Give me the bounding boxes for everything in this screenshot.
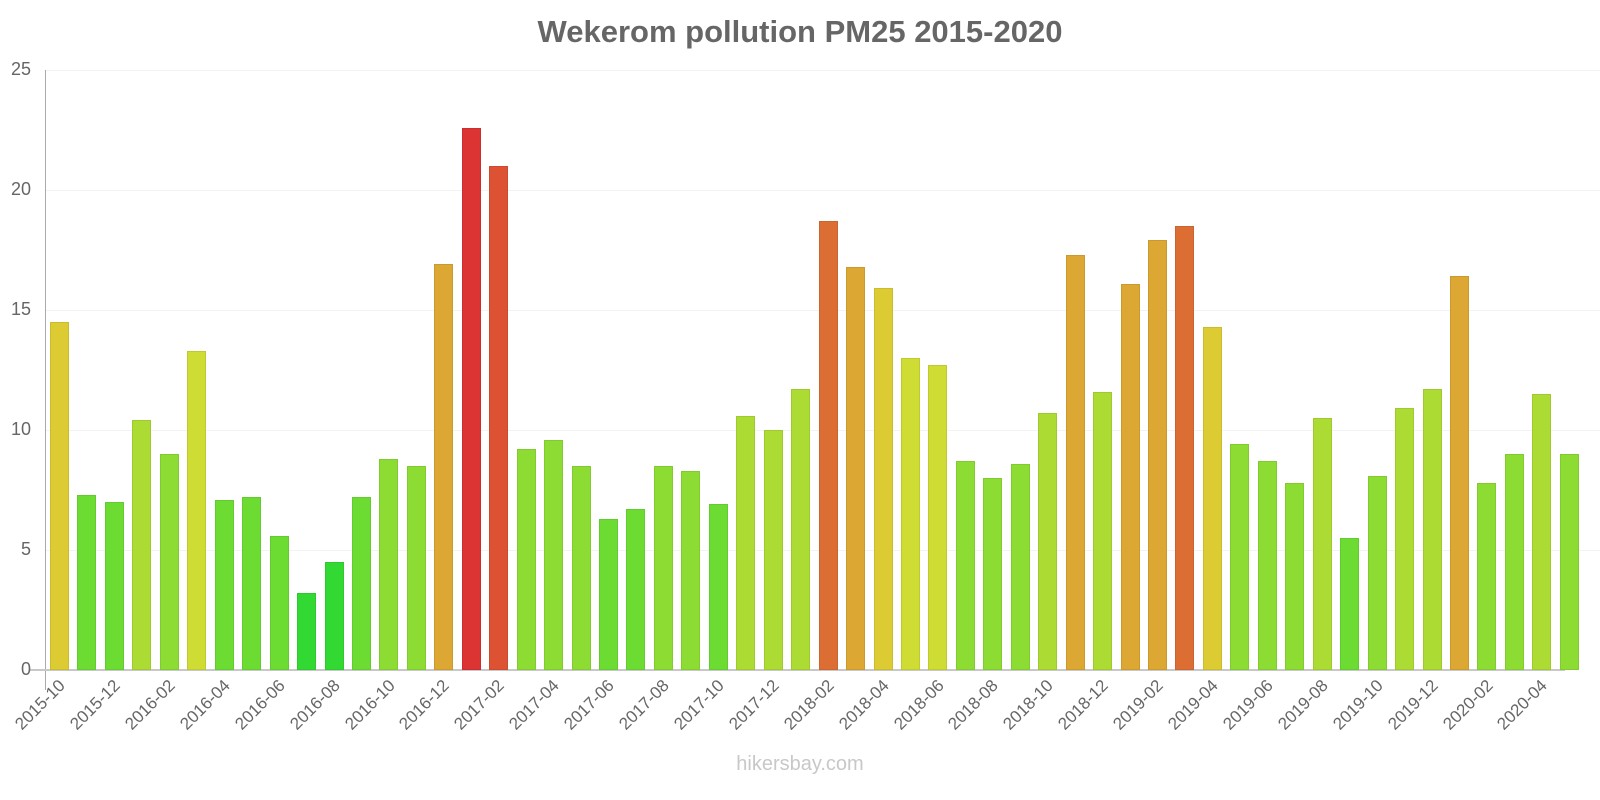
chart-title: Wekerom pollution PM25 2015-2020 — [537, 14, 1063, 49]
bar-2019-03[interactable] — [1175, 226, 1195, 670]
bar-2017-08[interactable] — [653, 466, 673, 670]
x-tick-label: 2019-06 — [1219, 676, 1277, 734]
bar-2017-07[interactable] — [626, 509, 646, 670]
x-tick-label: 2016-08 — [285, 676, 344, 734]
bar-2018-08[interactable] — [983, 478, 1003, 670]
bar-2017-10[interactable] — [708, 504, 728, 670]
x-tick-label: 2017-06 — [560, 676, 618, 734]
x-tick-label: 2018-08 — [944, 676, 1003, 734]
bar-2020-05[interactable] — [1559, 454, 1579, 670]
bar-2016-07[interactable] — [297, 593, 317, 670]
bar-2018-12[interactable] — [1093, 391, 1113, 670]
bar-2018-06[interactable] — [928, 365, 948, 670]
bar-2019-05[interactable] — [1230, 444, 1250, 670]
x-tick-label: 2016-06 — [230, 676, 289, 734]
bar-2016-04[interactable] — [214, 499, 234, 670]
bar-2018-04[interactable] — [873, 288, 893, 670]
bar-2018-02[interactable] — [818, 221, 838, 670]
y-tick-label: 25 — [10, 59, 31, 79]
bar-2017-06[interactable] — [599, 518, 618, 670]
x-tick-label: 2019-10 — [1328, 676, 1387, 734]
bar-2018-03[interactable] — [846, 266, 866, 670]
y-tick-label: 0 — [20, 659, 31, 679]
bar-2017-04[interactable] — [544, 439, 564, 670]
bar-2016-06[interactable] — [269, 535, 289, 670]
bar-2016-05[interactable] — [242, 497, 262, 670]
bar-2015-10[interactable] — [50, 322, 69, 670]
x-tick-label: 2018-12 — [1054, 676, 1113, 734]
x-tick-label: 2017-08 — [615, 676, 673, 734]
x-tick-label: 2015-10 — [11, 676, 69, 734]
x-tick-label: 2018-06 — [889, 676, 948, 734]
bar-2016-11[interactable] — [406, 466, 426, 670]
bar-2018-01[interactable] — [791, 389, 811, 670]
bar-2017-01[interactable] — [461, 127, 481, 670]
x-tick-label: 2017-02 — [450, 676, 509, 734]
x-tick-label: 2019-02 — [1109, 676, 1167, 734]
bar-2019-10[interactable] — [1367, 475, 1387, 670]
bar-2020-02[interactable] — [1477, 482, 1497, 670]
y-tick-label: 5 — [20, 539, 31, 559]
bar-2017-11[interactable] — [736, 415, 756, 670]
watermark: hikersbay.com — [736, 753, 864, 775]
bar-2015-12[interactable] — [104, 502, 124, 670]
bar-2018-11[interactable] — [1065, 254, 1085, 670]
bar-2018-07[interactable] — [955, 461, 975, 670]
bar-2018-10[interactable] — [1038, 413, 1058, 670]
bar-2019-01[interactable] — [1120, 283, 1140, 670]
x-tick-label: 2019-08 — [1274, 676, 1332, 734]
bar-2016-10[interactable] — [379, 458, 399, 670]
x-tick-label: 2020-02 — [1438, 676, 1497, 734]
x-tick-label: 2016-12 — [395, 676, 454, 734]
x-tick-label: 2016-10 — [340, 676, 399, 734]
x-tick-label: 2016-02 — [121, 676, 179, 734]
x-tick-label: 2018-02 — [779, 676, 838, 734]
bar-2016-08[interactable] — [324, 562, 344, 670]
bar-2019-06[interactable] — [1257, 461, 1277, 670]
bar-2018-09[interactable] — [1010, 463, 1030, 670]
bar-2019-08[interactable] — [1312, 418, 1332, 670]
x-tick-label: 2016-04 — [176, 676, 234, 734]
bar-2019-07[interactable] — [1285, 482, 1305, 670]
x-tick-label: 2017-04 — [505, 676, 564, 734]
bar-2019-04[interactable] — [1202, 326, 1222, 670]
bar-2019-12[interactable] — [1422, 389, 1442, 670]
bar-2016-01[interactable] — [132, 420, 152, 670]
y-tick-label: 15 — [10, 299, 31, 319]
bar-2017-03[interactable] — [516, 449, 536, 670]
x-tick-label: 2020-04 — [1493, 676, 1552, 734]
gridline — [46, 70, 1600, 71]
bar-2015-11[interactable] — [77, 494, 97, 670]
x-tick-label: 2017-10 — [670, 676, 728, 734]
y-tick-label: 20 — [10, 179, 31, 199]
x-tick-label: 2018-10 — [999, 676, 1058, 734]
bar-2018-05[interactable] — [900, 358, 920, 670]
bar-2019-09[interactable] — [1340, 538, 1360, 670]
y-tick-label: 10 — [10, 419, 31, 439]
bar-2016-02[interactable] — [159, 454, 179, 670]
bar-2017-02[interactable] — [489, 166, 509, 670]
bar-2017-12[interactable] — [763, 430, 783, 670]
x-tick-label: 2019-12 — [1383, 676, 1442, 734]
bar-2016-09[interactable] — [351, 497, 371, 670]
bar-2019-11[interactable] — [1395, 408, 1415, 670]
bar-2017-05[interactable] — [571, 466, 591, 670]
bar-2020-01[interactable] — [1449, 276, 1469, 670]
bar-2019-02[interactable] — [1148, 240, 1167, 670]
gridline — [46, 190, 1600, 191]
bar-2016-12[interactable] — [434, 264, 454, 670]
x-tick-label: 2015-12 — [66, 676, 124, 734]
x-tick-label: 2019-04 — [1164, 676, 1222, 734]
x-axis-line — [30, 669, 1565, 671]
bar-2020-03[interactable] — [1504, 454, 1524, 670]
bar-2020-04[interactable] — [1532, 394, 1552, 670]
bar-2017-09[interactable] — [681, 470, 701, 670]
x-tick-label: 2018-04 — [834, 676, 893, 734]
x-tick-label: 2017-12 — [725, 676, 783, 734]
bar-2016-03[interactable] — [187, 350, 207, 670]
y-axis-line — [45, 70, 46, 690]
